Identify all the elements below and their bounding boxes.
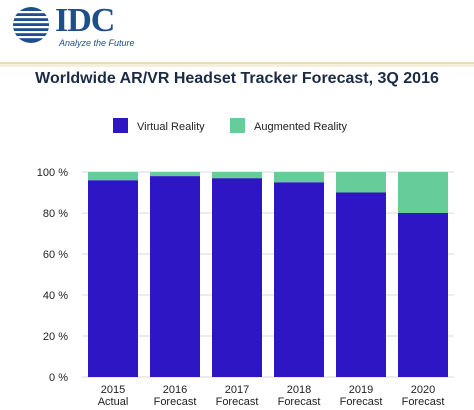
logo-wordmark: IDC — [55, 2, 115, 39]
gridlines — [82, 171, 454, 378]
bar-virtual-reality — [88, 180, 138, 377]
legend-item-virtual-reality-swatch — [113, 118, 128, 133]
idc-logo: IDC Analyze the Future — [9, 2, 139, 50]
x-tick-label: 2020 — [411, 384, 435, 396]
x-tick-label: Forecast — [216, 396, 259, 408]
bar-virtual-reality — [274, 182, 324, 377]
bar-augmented-reality — [336, 172, 386, 193]
bar-virtual-reality — [398, 213, 448, 377]
x-tick-label: Forecast — [278, 396, 321, 408]
axis-labels: 0 %20 %40 %60 %80 %100 %2015Actual2016Fo… — [37, 167, 445, 408]
header-divider — [0, 62, 474, 64]
bar-augmented-reality — [274, 172, 324, 183]
legend-item-augmented-reality-swatch — [230, 118, 245, 133]
bar-augmented-reality — [88, 172, 138, 181]
x-tick-label: 2017 — [225, 384, 249, 396]
y-tick-label: 40 % — [43, 290, 68, 302]
y-tick-label: 60 % — [43, 249, 68, 261]
logo-tagline: Analyze the Future — [59, 38, 135, 48]
x-tick-label: 2019 — [349, 384, 373, 396]
x-tick-label: 2015 — [101, 384, 125, 396]
x-tick-label: 2016 — [163, 384, 187, 396]
x-tick-label: Actual — [98, 396, 129, 408]
chart-title: Worldwide AR/VR Headset Tracker Forecast… — [35, 70, 439, 87]
y-tick-label: 0 % — [49, 372, 68, 384]
y-tick-label: 20 % — [43, 331, 68, 343]
legend-item-virtual-reality-label: Virtual Reality — [137, 121, 205, 133]
header-divider-shadow — [0, 64, 474, 67]
bar-virtual-reality — [150, 176, 200, 377]
y-tick-label: 80 % — [43, 208, 68, 220]
bar-augmented-reality — [150, 172, 200, 177]
legend-item-augmented-reality-label: Augmented Reality — [254, 121, 347, 133]
x-tick-label: Forecast — [402, 396, 445, 408]
bars — [88, 172, 448, 377]
legend: Virtual Reality Augmented Reality — [113, 118, 347, 133]
bar-virtual-reality — [336, 192, 386, 377]
x-tick-label: Forecast — [154, 396, 197, 408]
bar-virtual-reality — [212, 178, 262, 377]
x-tick-label: Forecast — [340, 396, 383, 408]
globe-icon — [13, 7, 49, 43]
bar-augmented-reality — [398, 172, 448, 213]
y-tick-label: 100 % — [37, 167, 68, 179]
bar-augmented-reality — [212, 172, 262, 179]
x-tick-label: 2018 — [287, 384, 311, 396]
header: IDC Analyze the Future — [0, 0, 474, 62]
